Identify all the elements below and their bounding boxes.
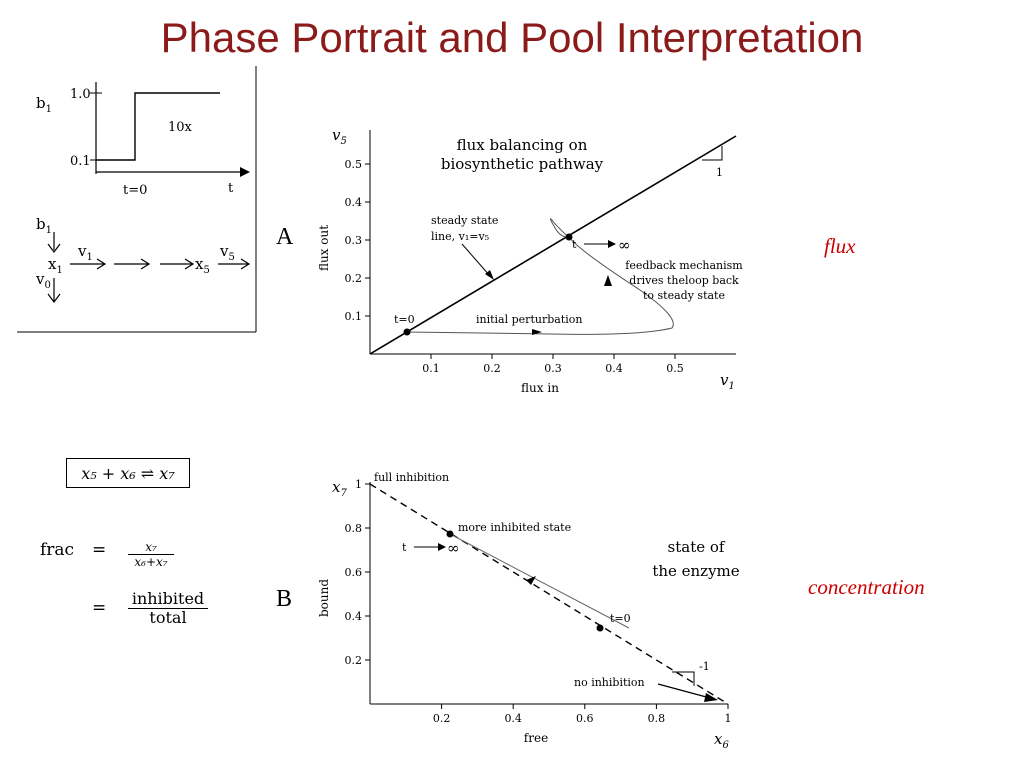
fraction-2-denominator: total xyxy=(149,608,187,627)
x-tick-label: 0.2 xyxy=(433,712,451,725)
fraction-2-numerator: inhibited xyxy=(128,590,208,609)
step-factor-label: 10x xyxy=(168,120,193,135)
equals-2: = xyxy=(92,598,107,618)
t-label: t xyxy=(228,181,234,196)
x5-label: x5 xyxy=(195,255,210,276)
t-infinity-b: t xyxy=(402,541,407,554)
end-point-a xyxy=(565,233,573,241)
more-inhibited-label: more inhibited state xyxy=(458,521,571,534)
start-point-a xyxy=(403,328,411,336)
y-high-label: 1.0 xyxy=(70,87,91,102)
conservation-line xyxy=(369,483,729,705)
a-x-var: v1 xyxy=(720,371,735,392)
b1-label: b1 xyxy=(36,94,52,115)
feedback-label-2: drives theloop back xyxy=(629,274,739,287)
end-point-b xyxy=(446,530,454,538)
v1-label: v1 xyxy=(77,242,93,263)
x-tick-label: 0.5 xyxy=(666,362,684,375)
b-ylabel: bound xyxy=(317,579,331,617)
v5-label: v5 xyxy=(219,242,235,263)
slide-title: Phase Portrait and Pool Interpretation xyxy=(160,14,864,61)
fraction-1-numerator: x₇ xyxy=(128,540,174,555)
fraction-2: inhibited total xyxy=(128,590,208,627)
steady-state-line xyxy=(369,135,737,355)
top-annotation-2: biosynthetic pathway xyxy=(441,155,604,173)
x1-label: x1 xyxy=(48,255,63,276)
b-x-var: x6 xyxy=(714,730,729,751)
t0-label: t=0 xyxy=(123,183,147,198)
x-tick-label: 0.6 xyxy=(576,712,594,725)
x-tick-label: 0.4 xyxy=(504,712,522,725)
slope-triangle-a xyxy=(702,146,723,161)
x-tick-label: 0.4 xyxy=(605,362,623,375)
reaction-equation-box: x₅ + x₆ ⇌ x₇ xyxy=(66,458,190,488)
no-inhibition-pointer xyxy=(657,683,711,699)
y-tick-label: 0.3 xyxy=(345,234,363,247)
steady-state-label-1: steady state xyxy=(431,214,498,227)
y-tick-label: 0.1 xyxy=(345,310,363,323)
fraction-1: x₇ x₆+x₇ xyxy=(128,540,174,569)
panel-a-letter: A xyxy=(276,224,294,250)
a-xlabel: flux in xyxy=(521,381,559,395)
y-tick-label: 0.4 xyxy=(345,196,363,209)
reaction-equation: x₅ + x₆ ⇌ x₇ xyxy=(81,463,175,483)
state-label-2: the enzyme xyxy=(652,562,739,580)
step-x-arrowhead xyxy=(240,167,250,177)
inset-diagram: b1 1.0 0.1 10x t=0 t b1 x1 v0 v1 x5 v5 xyxy=(17,66,257,333)
y-tick-label: 0.2 xyxy=(345,654,363,667)
slope-label-a: 1 xyxy=(716,166,723,179)
concentration-side-label: concentration xyxy=(808,575,925,599)
y-tick-label: 0.8 xyxy=(345,522,363,535)
perturbation-label: initial perturbation xyxy=(476,313,582,326)
x-tick-label: 0.2 xyxy=(483,362,501,375)
trajectory-arrowhead-b xyxy=(526,576,536,585)
infinity-a: ∞ xyxy=(618,236,631,254)
t0-label-b: t=0 xyxy=(610,612,631,625)
a-ylabel: flux out xyxy=(317,225,331,271)
fraction-1-denominator: x₆+x₇ xyxy=(134,555,168,569)
full-inhibition-label: full inhibition xyxy=(374,471,449,484)
x-tick-label: 0.1 xyxy=(422,362,440,375)
y-tick-label: 0.4 xyxy=(345,610,363,623)
flux-side-label: flux xyxy=(824,234,856,258)
feedback-label-1: feedback mechanism xyxy=(625,259,743,272)
panel-b-letter: B xyxy=(276,586,293,612)
slope-triangle-b xyxy=(672,671,695,686)
y-tick-label: 0.2 xyxy=(345,272,363,285)
b-xlabel: free xyxy=(524,731,548,745)
frac-label: frac xyxy=(40,540,75,560)
no-inhibition-label: no inhibition xyxy=(574,676,645,689)
perturbation-arrowhead xyxy=(532,329,542,335)
x-tick-label: 0.8 xyxy=(648,712,666,725)
steady-state-pointer xyxy=(461,243,491,277)
pathway-b1-label: b1 xyxy=(36,215,52,236)
equals-1: = xyxy=(92,540,107,560)
steady-state-label-2: line, v₁=v₅ xyxy=(431,230,489,243)
phase-plot-a: 0.1 0.2 0.3 0.4 0.5 0.1 0.2 0.3 0.4 0.5 1 flux ba… xyxy=(317,126,743,395)
t0-label-a: t=0 xyxy=(394,313,415,326)
t-infinity-a: t xyxy=(572,238,577,251)
state-label-1: state of xyxy=(668,538,726,556)
slope-label-b: -1 xyxy=(699,660,710,673)
trajectory-loop xyxy=(406,218,674,335)
feedback-label-3: to steady state xyxy=(643,289,725,302)
phase-plot-b: 0.2 0.4 0.6 0.8 1 0.2 0.4 0.6 0.8 1 -1 full inhib… xyxy=(317,471,740,751)
y-tick-label: 0.5 xyxy=(345,158,363,171)
top-annotation-1: flux balancing on xyxy=(457,136,588,154)
feedback-arrowhead xyxy=(604,275,612,286)
y-low-label: 0.1 xyxy=(70,154,91,169)
y-tick-label: 0.6 xyxy=(345,566,363,579)
y-tick-label: 1 xyxy=(355,478,362,491)
b-y-var: x7 xyxy=(332,478,347,499)
v0-label: v0 xyxy=(35,270,51,291)
infinity-b: ∞ xyxy=(447,539,460,557)
enzyme-trajectory xyxy=(449,533,630,629)
x-tick-label: 0.3 xyxy=(544,362,562,375)
start-point-b xyxy=(596,624,604,632)
a-y-var: v5 xyxy=(332,126,347,147)
x-tick-label: 1 xyxy=(725,712,732,725)
step-curve xyxy=(96,92,220,161)
